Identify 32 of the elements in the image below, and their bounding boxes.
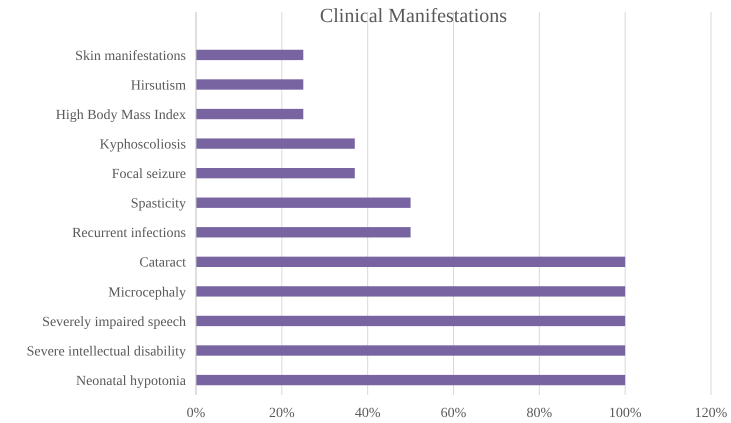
x-tick-label: 100% <box>608 406 642 421</box>
bar <box>196 50 304 60</box>
y-tick-label: Microcephaly <box>108 285 186 300</box>
bar <box>196 316 626 326</box>
x-tick-label: 120% <box>694 406 728 421</box>
y-tick-label: Neonatal hypotonia <box>76 374 187 389</box>
y-tick-label: Severe intellectual disability <box>26 344 186 360</box>
bar <box>196 79 304 90</box>
bar <box>196 108 304 120</box>
y-tick-label: Recurrent infections <box>72 226 186 242</box>
bar <box>196 286 626 297</box>
x-tick-label: 60% <box>440 406 467 421</box>
x-tick-label: 40% <box>354 406 381 421</box>
y-tick-label: Cataract <box>139 256 186 271</box>
y-tick-label: Severely impaired speech <box>42 314 186 330</box>
bar <box>196 138 355 149</box>
bar <box>196 227 411 238</box>
bar <box>196 168 355 178</box>
y-tick-label: Focal seizure <box>112 167 186 182</box>
y-tick-label: Kyphoscoliosis <box>100 138 186 153</box>
bar <box>196 345 626 356</box>
bar <box>196 198 411 208</box>
bar <box>196 374 626 386</box>
bar <box>196 256 626 268</box>
y-tick-label: Skin manifestations <box>75 48 186 64</box>
x-tick-label: 20% <box>268 406 295 421</box>
y-tick-label: Hirsutism <box>130 78 186 94</box>
chart-title: Clinical Manifestations <box>320 5 508 27</box>
x-tick-label: 0% <box>186 406 206 421</box>
y-tick-label: High Body Mass Index <box>56 108 186 123</box>
x-tick-label: 80% <box>526 406 552 421</box>
y-tick-label: Spasticity <box>130 196 186 212</box>
